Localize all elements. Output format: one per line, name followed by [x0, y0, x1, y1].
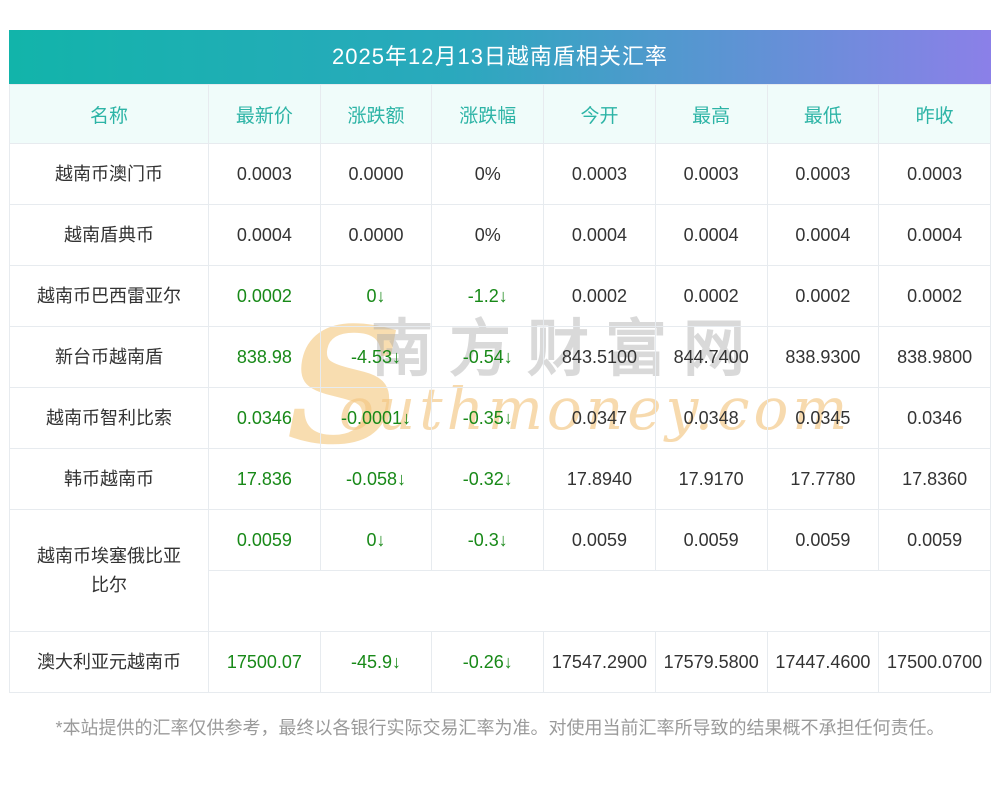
rate-cell: 17579.5800 — [654, 631, 768, 693]
rate-cell: 0.0003 — [766, 143, 880, 205]
column-header-1: 最新价 — [208, 84, 321, 144]
rate-cell: 0↓ — [319, 509, 433, 571]
rate-cell: -0.54↓ — [431, 326, 545, 388]
rate-cell: 17500.0700 — [878, 631, 991, 693]
rate-cell: 0↓ — [319, 265, 433, 327]
currency-name-cell: 韩币越南币 — [9, 448, 209, 510]
currency-name-cell: 越南币澳门币 — [9, 143, 209, 205]
rate-cell: 844.7400 — [654, 326, 768, 388]
rate-cell: 838.9800 — [878, 326, 991, 388]
rate-cell: 0.0003 — [543, 143, 656, 205]
currency-name-cell: 越南盾典币 — [9, 204, 209, 266]
exchange-rate-page: 2025年12月13日越南盾相关汇率 S 南方财富网 outhmoney.com… — [9, 30, 991, 738]
rate-cell: 0.0059 — [543, 509, 656, 571]
rate-cell: 0.0345 — [766, 387, 880, 449]
rate-cell: -0.35↓ — [431, 387, 545, 449]
rate-cell: 0.0346 — [878, 387, 991, 449]
rate-cell: 0% — [431, 143, 545, 205]
currency-name-cell: 越南币智利比索 — [9, 387, 209, 449]
rate-cell: -0.32↓ — [431, 448, 545, 510]
rate-cell: -1.2↓ — [431, 265, 545, 327]
rate-cell: 0.0348 — [654, 387, 768, 449]
rate-cell: 0.0059 — [208, 509, 321, 571]
rate-cell: 0.0000 — [319, 143, 433, 205]
rate-cell: 0.0059 — [878, 509, 991, 571]
rate-cell: -0.058↓ — [319, 448, 433, 510]
rate-cell: 0.0002 — [878, 265, 991, 327]
column-header-7: 昨收 — [878, 84, 991, 144]
column-header-6: 最低 — [766, 84, 880, 144]
rate-cell: 17.9170 — [654, 448, 768, 510]
rate-cell: 0.0004 — [543, 204, 656, 266]
rate-cell: 0.0059 — [766, 509, 880, 571]
rate-cell: -45.9↓ — [319, 631, 433, 693]
rate-cell: 0.0347 — [543, 387, 656, 449]
rate-cell: 0.0004 — [208, 204, 321, 266]
rate-cell: 0.0004 — [654, 204, 768, 266]
rate-cell: 0% — [431, 204, 545, 266]
rate-cell: 0.0003 — [654, 143, 768, 205]
disclaimer-text: *本站提供的汇率仅供参考，最终以各银行实际交易汇率为准。对使用当前汇率所导致的结… — [55, 718, 945, 738]
table-row: 韩币越南币 17.836 -0.058↓ -0.32↓ 17.8940 17.9170 17… — [9, 448, 991, 510]
rate-cell: 0.0346 — [208, 387, 321, 449]
table-row: 越南币巴西雷亚尔 0.0002 0↓ -1.2↓ 0.0002 0.0002 0.0002 0… — [9, 265, 991, 327]
table-row-continuation — [10, 570, 991, 632]
column-header-0: 名称 — [9, 84, 209, 144]
table-row: 越南币埃塞俄比亚 比尔 0.0059 0↓ -0.3↓ 0.0059 0.0059 0.005… — [9, 509, 991, 632]
rate-cell: 17447.4600 — [766, 631, 880, 693]
rate-cell: 843.5100 — [543, 326, 656, 388]
rate-cell: 0.0003 — [208, 143, 321, 205]
rate-cell: -0.0001↓ — [319, 387, 433, 449]
rate-cell: 0.0002 — [208, 265, 321, 327]
rates-table: 名称 最新价 涨跌额 涨跌幅 今开 最高 最低 昨收 越南币澳门币 0.0003 0.0000 0%… — [9, 84, 991, 693]
rate-cell: 17.8940 — [543, 448, 656, 510]
rate-cell: 0.0002 — [654, 265, 768, 327]
currency-name-cell: 新台币越南盾 — [9, 326, 209, 388]
rate-cell: -0.26↓ — [431, 631, 545, 693]
page-title: 2025年12月13日越南盾相关汇率 — [9, 30, 991, 84]
rate-cell: 17.836 — [208, 448, 321, 510]
table-row: 越南盾典币 0.0004 0.0000 0% 0.0004 0.0004 0.0004 0.0… — [9, 204, 991, 266]
rate-cell: 17.8360 — [878, 448, 991, 510]
header-row: 名称 最新价 涨跌额 涨跌幅 今开 最高 最低 昨收 — [9, 84, 991, 144]
rate-cell: 838.98 — [208, 326, 321, 388]
rate-cell: 17547.2900 — [543, 631, 656, 693]
rate-cell: 0.0003 — [878, 143, 991, 205]
table-row: 越南币澳门币 0.0003 0.0000 0% 0.0003 0.0003 0.0003 0.… — [9, 143, 991, 205]
rate-cell: 0.0004 — [878, 204, 991, 266]
rate-cell: 0.0002 — [543, 265, 656, 327]
rates-table-container: S 南方财富网 outhmoney.com 名称 最新价 涨跌额 涨跌幅 今开 最高 最低昨… — [9, 84, 991, 693]
rate-cell: 0.0059 — [654, 509, 768, 571]
table-row: 澳大利亚元越南币 17500.07 -45.9↓ -0.26↓ 17547.2900 17… — [9, 631, 991, 693]
rate-cell: 0.0004 — [766, 204, 880, 266]
empty-continuation-cell — [208, 570, 991, 632]
rate-cell: 838.9300 — [766, 326, 880, 388]
currency-name-cell: 澳大利亚元越南币 — [9, 631, 209, 693]
rate-cell: 0.0000 — [319, 204, 433, 266]
column-header-4: 今开 — [543, 84, 656, 144]
table-row: 越南币智利比索 0.0346 -0.0001↓ -0.35↓ 0.0347 0.0348 0… — [9, 387, 991, 449]
column-header-2: 涨跌额 — [319, 84, 433, 144]
rate-cell: 17500.07 — [208, 631, 321, 693]
rate-cell: -0.3↓ — [431, 509, 545, 571]
currency-name-cell: 越南币巴西雷亚尔 — [9, 265, 209, 327]
table-row: 新台币越南盾 838.98 -4.53↓ -0.54↓ 843.5100 844.7400… — [9, 326, 991, 388]
rates-table-body: 越南币澳门币 0.0003 0.0000 0% 0.0003 0.0003 0.0003 0.… — [9, 143, 991, 693]
rate-cell: 17.7780 — [766, 448, 880, 510]
rate-cell: 0.0002 — [766, 265, 880, 327]
rate-cell: -4.53↓ — [319, 326, 433, 388]
column-header-3: 涨跌幅 — [431, 84, 545, 144]
currency-name-cell: 越南币埃塞俄比亚 比尔 — [9, 509, 209, 632]
column-header-5: 最高 — [654, 84, 768, 144]
